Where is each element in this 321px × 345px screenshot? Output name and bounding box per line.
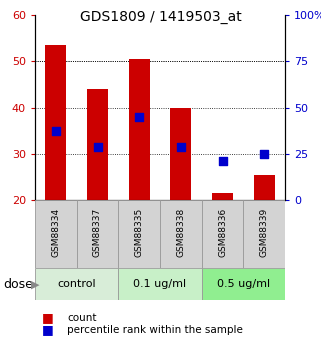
- Bar: [87, 89, 108, 200]
- Text: percentile rank within the sample: percentile rank within the sample: [67, 325, 243, 335]
- Text: GSM88335: GSM88335: [135, 208, 144, 257]
- Text: GSM88339: GSM88339: [260, 208, 269, 257]
- Point: [178, 144, 183, 150]
- Bar: [118, 268, 202, 300]
- Text: dose: dose: [3, 278, 33, 292]
- Point: [262, 151, 267, 157]
- Point: [220, 158, 225, 164]
- Text: ■: ■: [42, 324, 54, 336]
- Bar: [202, 200, 243, 268]
- Bar: [243, 200, 285, 268]
- Bar: [77, 200, 118, 268]
- Text: control: control: [57, 279, 96, 289]
- Bar: [129, 59, 150, 200]
- Bar: [170, 108, 191, 200]
- Text: 0.1 ug/ml: 0.1 ug/ml: [134, 279, 187, 289]
- Text: ■: ■: [42, 312, 54, 325]
- Bar: [35, 200, 77, 268]
- Point: [53, 128, 58, 134]
- Text: count: count: [67, 313, 97, 323]
- Bar: [160, 200, 202, 268]
- Bar: [118, 200, 160, 268]
- Bar: [254, 175, 274, 200]
- Bar: [35, 268, 118, 300]
- Bar: [202, 268, 285, 300]
- Text: GSM88334: GSM88334: [51, 208, 60, 257]
- Bar: [212, 193, 233, 200]
- Text: 0.5 ug/ml: 0.5 ug/ml: [217, 279, 270, 289]
- Bar: [45, 45, 66, 200]
- Text: GDS1809 / 1419503_at: GDS1809 / 1419503_at: [80, 10, 241, 24]
- Text: GSM88336: GSM88336: [218, 208, 227, 257]
- Point: [95, 144, 100, 150]
- Point: [137, 114, 142, 119]
- Text: GSM88338: GSM88338: [176, 208, 185, 257]
- Text: ▶: ▶: [30, 280, 39, 290]
- Text: GSM88337: GSM88337: [93, 208, 102, 257]
